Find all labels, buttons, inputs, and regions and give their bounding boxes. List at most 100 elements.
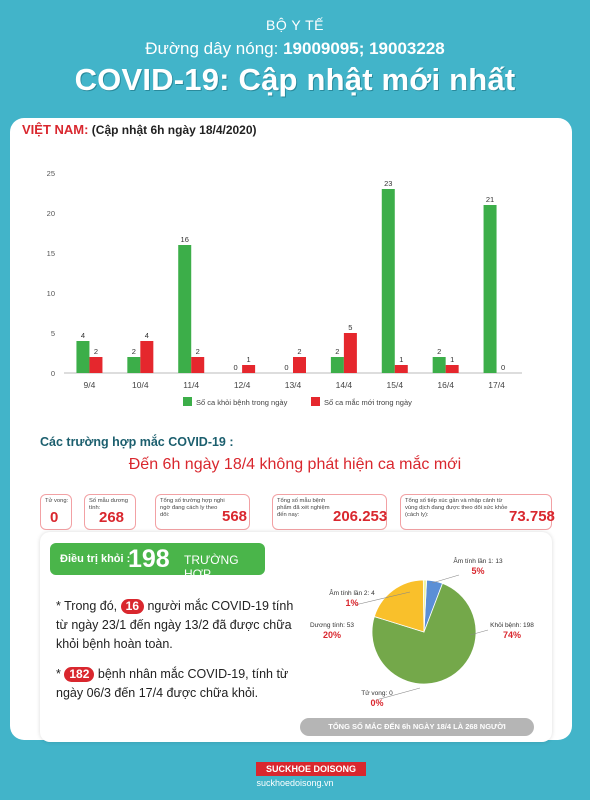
bar-new bbox=[89, 357, 103, 373]
stat-tests-label: Tổng số mẫu bệnh phẩm đã xét nghiệm đến … bbox=[277, 498, 330, 518]
vn-update-label: VIỆT NAM: (Cập nhật 6h ngày 18/4/2020) bbox=[22, 122, 257, 137]
x-tick-label: 12/4 bbox=[234, 380, 251, 390]
brand-logo[interactable]: SUCKHOE DOISONG bbox=[256, 762, 366, 776]
treatment-label: Điều trị khỏi : bbox=[60, 553, 131, 565]
update-time: (Cập nhật 6h ngày 18/4/2020) bbox=[91, 123, 257, 137]
bar-recovered bbox=[381, 189, 395, 373]
x-tick-label: 13/4 bbox=[285, 380, 302, 390]
treatment-unit: TRƯỜNG HỢP bbox=[184, 553, 239, 581]
pie-label-deaths: Tử vong: 0 0% bbox=[352, 690, 402, 709]
x-tick-label: 16/4 bbox=[437, 380, 454, 390]
bar-chart: 0510152025429/42410/416211/40112/40213/4… bbox=[47, 169, 522, 407]
stat-positive-label: Số mẫu dương tính: bbox=[89, 498, 128, 511]
y-tick-label: 25 bbox=[47, 169, 55, 178]
bar-value-label: 4 bbox=[145, 331, 149, 340]
legend-label: Số ca khỏi bệnh trong ngày bbox=[196, 398, 288, 407]
recovered-note-1: * Trong đó, 16 người mắc COVID-19 tính t… bbox=[56, 597, 296, 654]
bar-new bbox=[394, 365, 408, 373]
x-tick-label: 15/4 bbox=[387, 380, 404, 390]
y-tick-label: 10 bbox=[47, 289, 55, 298]
bar-recovered bbox=[432, 357, 446, 373]
bar-value-label: 5 bbox=[348, 323, 352, 332]
pie-label-recovered-text: Khỏi bệnh: 198 bbox=[490, 622, 534, 629]
bar-value-label: 2 bbox=[297, 347, 301, 356]
page-title: COVID-19: Cập nhật mới nhất bbox=[74, 62, 516, 97]
note-2-number: 182 bbox=[64, 667, 95, 682]
bar-value-label: 4 bbox=[81, 331, 85, 340]
bar-value-label: 0 bbox=[284, 363, 288, 372]
bar-new bbox=[191, 357, 205, 373]
site-url[interactable]: suckhoedoisong.vn bbox=[256, 778, 334, 788]
recovered-note-2: * 182 bệnh nhân mắc COVID-19, tính từ ng… bbox=[56, 665, 296, 703]
stat-contacts-label: Tổng số tiếp xúc gần và nhập cảnh từ vùn… bbox=[405, 498, 508, 518]
y-tick-label: 20 bbox=[47, 209, 55, 218]
bar-recovered bbox=[330, 357, 344, 373]
legend-swatch bbox=[183, 397, 192, 406]
bar-recovered bbox=[127, 357, 141, 373]
hotline-label: Đường dây nóng: bbox=[145, 39, 284, 58]
stat-quarantine-value: 568 bbox=[222, 508, 248, 525]
x-tick-label: 14/4 bbox=[336, 380, 353, 390]
pie-label-pos: Dương tính: 53 20% bbox=[302, 622, 362, 641]
stat-contacts-value: 73.758 bbox=[509, 508, 555, 525]
stat-positive: Số mẫu dương tính: 268 bbox=[84, 494, 136, 530]
y-tick-label: 5 bbox=[51, 329, 55, 338]
stat-deaths: Tử vong: 0 bbox=[40, 494, 72, 530]
stat-tests: Tổng số mẫu bệnh phẩm đã xét nghiệm đến … bbox=[272, 494, 387, 530]
note-1-number: 16 bbox=[120, 599, 144, 614]
hotline: Đường dây nóng: 19009095; 19003228 bbox=[0, 39, 590, 59]
country-label: VIỆT NAM: bbox=[22, 122, 89, 137]
stat-quarantine: Tổng số trường hợp nghi ngờ đang cách ly… bbox=[155, 494, 250, 530]
y-tick-label: 0 bbox=[51, 369, 55, 378]
total-caption: TỔNG SỐ MẮC ĐẾN 6h NGÀY 18/4 LÀ 268 NGƯỜ… bbox=[300, 718, 534, 736]
bar-value-label: 2 bbox=[437, 347, 441, 356]
treatment-count: 198 bbox=[128, 545, 170, 573]
pie-label-neg1: Âm tính lần 1: 13 5% bbox=[448, 558, 508, 577]
pie-label-deaths-text: Tử vong: 0 bbox=[361, 690, 393, 697]
bar-value-label: 21 bbox=[486, 195, 494, 204]
pie-label-neg1-pct: 5% bbox=[471, 566, 485, 576]
cases-subtitle: Đến 6h ngày 18/4 không phát hiện ca mắc … bbox=[128, 456, 462, 473]
stat-positive-value: 268 bbox=[99, 509, 125, 526]
note-1-prefix: * Trong đó, bbox=[56, 599, 118, 613]
pie-label-neg2-pct: 1% bbox=[345, 598, 359, 608]
x-tick-label: 9/4 bbox=[84, 380, 96, 390]
bar-value-label: 0 bbox=[234, 363, 238, 372]
bar-value-label: 2 bbox=[94, 347, 98, 356]
pie-label-recovered: Khỏi bệnh: 198 74% bbox=[484, 622, 540, 641]
stat-deaths-label: Tử vong: bbox=[45, 498, 69, 504]
stat-deaths-value: 0 bbox=[50, 509, 59, 526]
bar-value-label: 23 bbox=[384, 179, 392, 188]
bar-value-label: 2 bbox=[132, 347, 136, 356]
bar-new bbox=[140, 341, 154, 373]
legend-label: Số ca mắc mới trong ngày bbox=[324, 398, 412, 407]
pie-label-recovered-pct: 74% bbox=[502, 630, 521, 640]
legend-swatch bbox=[311, 397, 320, 406]
stat-quarantine-label: Tổng số trường hợp nghi ngờ đang cách ly… bbox=[160, 498, 225, 518]
note-2-prefix: * bbox=[56, 667, 61, 681]
bar-value-label: 1 bbox=[247, 355, 251, 364]
treatment-badge: Điều trị khỏi : 198 TRƯỜNG HỢP bbox=[50, 543, 265, 581]
bar-value-label: 1 bbox=[399, 355, 403, 364]
bar-recovered bbox=[178, 245, 192, 373]
x-tick-label: 11/4 bbox=[183, 380, 199, 390]
bar-value-label: 2 bbox=[335, 347, 339, 356]
pie-label-neg2-text: Âm tính lần 2: 4 bbox=[329, 590, 375, 597]
pie-label-pos-text: Dương tính: 53 bbox=[309, 622, 355, 629]
bar-value-label: 1 bbox=[450, 355, 454, 364]
x-tick-label: 10/4 bbox=[132, 380, 149, 390]
bar-new bbox=[293, 357, 306, 373]
x-tick-label: 17/4 bbox=[488, 380, 505, 390]
bar-value-label: 2 bbox=[196, 347, 200, 356]
hotline-numbers: 19009095; 19003228 bbox=[283, 39, 445, 58]
bar-value-label: 0 bbox=[501, 363, 505, 372]
pie-label-deaths-pct: 0% bbox=[370, 698, 384, 708]
y-tick-label: 15 bbox=[47, 249, 55, 258]
bar-value-label: 16 bbox=[181, 235, 189, 244]
stat-contacts: Tổng số tiếp xúc gần và nhập cảnh từ vùn… bbox=[400, 494, 555, 530]
pie-label-pos-pct: 20% bbox=[322, 630, 341, 640]
bar-recovered bbox=[483, 205, 497, 373]
cases-title: Các trường hợp mắc COVID-19 : bbox=[40, 435, 234, 449]
note-1-text: người mắc COVID-19 tính từ ngày 23/1 đến… bbox=[56, 599, 294, 651]
bar-new bbox=[242, 365, 256, 373]
